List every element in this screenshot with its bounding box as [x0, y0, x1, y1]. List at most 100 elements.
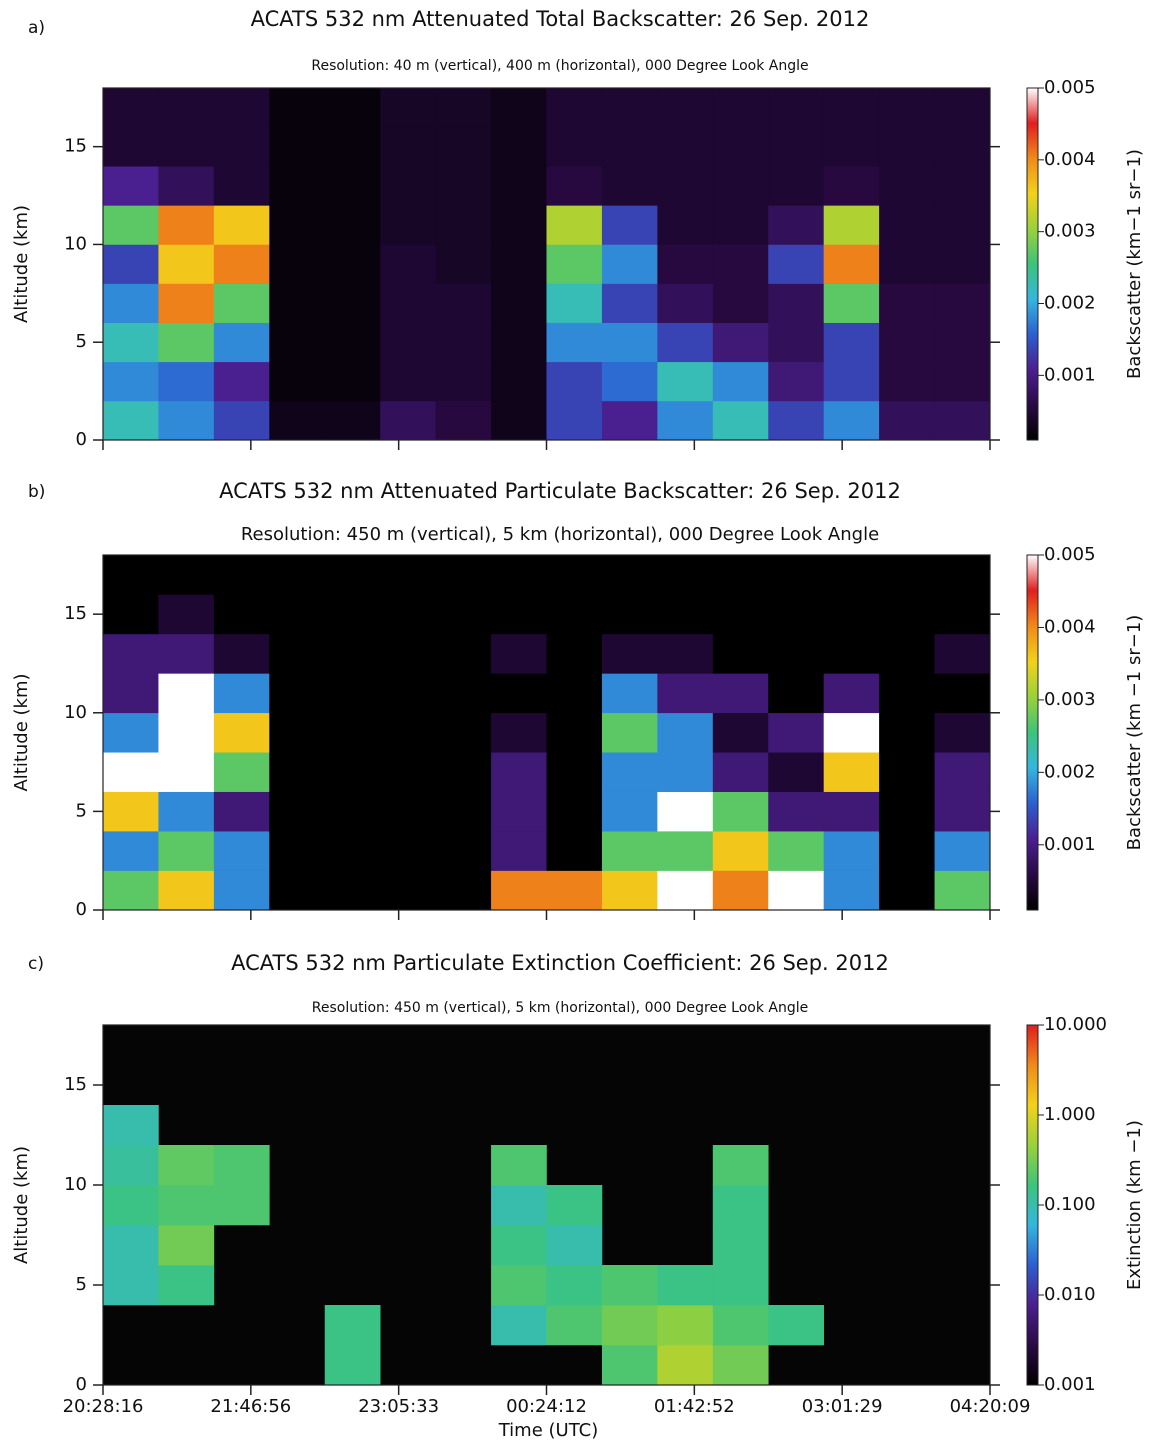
heatmap-cell [601, 870, 658, 911]
heatmap-cell [712, 555, 769, 595]
heatmap-cell [103, 205, 159, 245]
heatmap-cell [213, 1185, 270, 1226]
heatmap-cell [601, 283, 658, 323]
heatmap-cell [491, 322, 547, 363]
heatmap-cell [158, 88, 215, 128]
heatmap-cell [435, 205, 492, 245]
heatmap-cell [158, 322, 215, 363]
heatmap-cell [269, 166, 326, 206]
heatmap-cell [657, 127, 714, 167]
heatmap-cell [823, 322, 880, 363]
heatmap-cell [435, 88, 492, 128]
heatmap-cell [546, 1305, 603, 1346]
heatmap-cell [712, 1305, 769, 1346]
colorbar-tick-label: 0.001 [1044, 364, 1096, 385]
heatmap-cell [768, 283, 824, 323]
heatmap-cell [879, 166, 935, 206]
heatmap-cell [546, 400, 603, 441]
heatmap-cell [103, 88, 159, 128]
heatmap-cell [657, 322, 714, 363]
heatmap-cell [435, 594, 492, 635]
heatmap-cell [546, 712, 603, 753]
heatmap-cell [491, 712, 547, 753]
heatmap-cell [823, 555, 880, 595]
heatmap-cell [435, 361, 492, 402]
heatmap-cell [103, 127, 159, 167]
y-tick-label: 10 [64, 702, 87, 723]
chart-subtitle: Resolution: 450 m (vertical), 5 km (hori… [241, 524, 879, 545]
heatmap-cell [879, 400, 935, 441]
heatmap-cell [712, 752, 769, 792]
heatmap-cell [546, 673, 603, 714]
heatmap-cell [435, 752, 492, 792]
heatmap-cell [491, 1305, 547, 1346]
x-axis-label: Time (UTC) [498, 1420, 599, 1441]
heatmap-cell [103, 594, 159, 635]
heatmap-cell [380, 752, 436, 792]
heatmap-cell [103, 870, 159, 911]
heatmap-cell [879, 555, 935, 595]
y-tick-label: 15 [64, 603, 87, 624]
heatmap-cell [324, 752, 381, 792]
heatmap-cell [601, 594, 658, 635]
heatmap-cell [269, 712, 326, 753]
heatmap-cell [380, 361, 436, 402]
heatmap-cell [158, 831, 215, 871]
heatmap-cell [158, 1145, 215, 1186]
heatmap-cell [879, 88, 935, 128]
heatmap-cell [324, 673, 381, 714]
chart-title: ACATS 532 nm Attenuated Total Backscatte… [251, 7, 870, 31]
heatmap-cell [380, 791, 436, 832]
heatmap-cell [491, 166, 547, 206]
heatmap-cell [158, 1225, 215, 1266]
heatmap-cell [823, 244, 880, 284]
heatmap-cell [823, 673, 880, 714]
heatmap-cell [712, 1145, 769, 1186]
heatmap-cell [158, 127, 215, 167]
heatmap-cell [768, 712, 824, 753]
y-tick-label: 0 [76, 899, 87, 920]
heatmap-cell [657, 712, 714, 753]
heatmap-cell [103, 166, 159, 206]
heatmap-cell [712, 673, 769, 714]
heatmap-cell [601, 244, 658, 284]
heatmap-cell [657, 673, 714, 714]
heatmap-cell [380, 555, 436, 595]
heatmap-cell [491, 555, 547, 595]
y-axis-label: Altitude (km) [11, 205, 32, 323]
heatmap-cell [712, 166, 769, 206]
heatmap-cell [435, 831, 492, 871]
heatmap-cell [546, 88, 603, 128]
heatmap-cell [103, 322, 159, 363]
heatmap-cell [768, 594, 824, 635]
heatmap-cell [491, 752, 547, 792]
heatmap-cell [657, 205, 714, 245]
colorbar-tick-label: 0.002 [1044, 293, 1096, 314]
heatmap-cell [934, 870, 991, 911]
x-tick-label: 01:42:52 [654, 1396, 735, 1417]
heatmap-cell [324, 870, 381, 911]
heatmap-cell [269, 205, 326, 245]
heatmap-cell [269, 88, 326, 128]
heatmap-cell [103, 244, 159, 284]
y-axis-label: Altitude (km) [11, 673, 32, 791]
heatmap-cell [768, 555, 824, 595]
heatmap-cell [213, 752, 270, 792]
heatmap-cell [712, 594, 769, 635]
panel-label: c) [28, 954, 44, 974]
heatmap-cell [546, 1225, 603, 1266]
heatmap-cell [103, 673, 159, 714]
colorbar-tick-label: 10.000 [1044, 1014, 1107, 1035]
heatmap-cell [158, 712, 215, 753]
x-tick-label: 03:01:29 [802, 1396, 883, 1417]
heatmap-cell [158, 361, 215, 402]
heatmap-cell [491, 673, 547, 714]
y-tick-label: 5 [76, 1274, 87, 1295]
heatmap-cell [103, 1145, 159, 1186]
heatmap-cell [269, 127, 326, 167]
heatmap-cell [934, 205, 991, 245]
heatmap-cell [879, 594, 935, 635]
x-tick-label: 20:28:16 [63, 1396, 144, 1417]
heatmap-cell [491, 244, 547, 284]
heatmap-cell [768, 127, 824, 167]
